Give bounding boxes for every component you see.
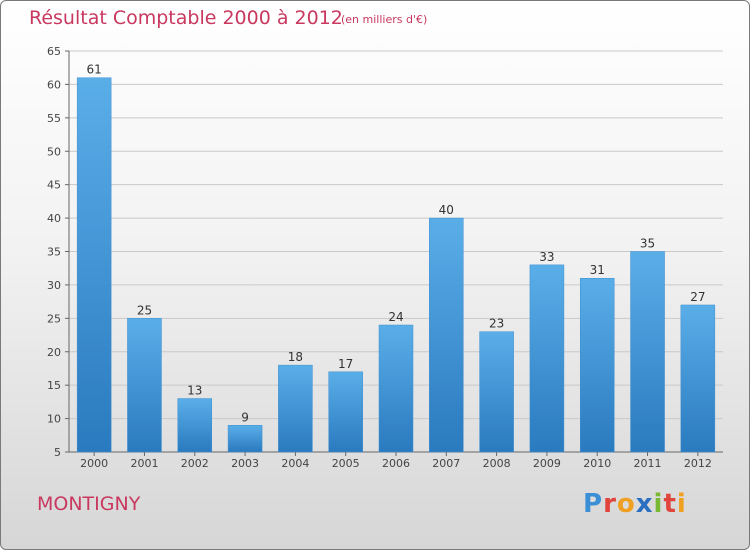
data-label: 61: [87, 63, 102, 77]
data-label: 18: [288, 350, 303, 364]
bar-2009: [529, 264, 565, 453]
y-tick-label: 50: [47, 145, 61, 158]
y-tick-label: 45: [47, 179, 61, 192]
bar-2003: [227, 425, 263, 453]
y-tick-label: 30: [47, 279, 61, 292]
y-tick-label: 25: [47, 312, 61, 325]
proxiti-logo[interactable]: Proxiti: [583, 489, 687, 519]
chart-title: Résultat Comptable 2000 à 2012: [29, 7, 343, 29]
x-tick-label: 2008: [483, 457, 511, 470]
x-tick-label: 2002: [181, 457, 209, 470]
y-tick-label: 60: [47, 78, 61, 91]
data-label: 17: [338, 357, 353, 371]
data-label: 27: [690, 290, 705, 304]
data-label: 13: [187, 384, 202, 398]
data-label: 33: [539, 250, 554, 264]
x-tick-label: 2000: [80, 457, 108, 470]
data-label: 23: [489, 317, 504, 331]
bar-2005: [328, 371, 363, 453]
data-label: 24: [388, 310, 403, 324]
bar-2007: [429, 217, 464, 453]
x-tick-label: 2007: [432, 457, 460, 470]
place-name: MONTIGNY: [37, 493, 141, 515]
data-label: 40: [439, 203, 454, 217]
bar-2000: [76, 77, 112, 453]
bar-2012: [680, 304, 716, 453]
y-tick-label: 10: [47, 413, 61, 426]
bar-2011: [630, 251, 665, 453]
bar-2008: [479, 331, 514, 453]
x-tick-label: 2012: [684, 457, 712, 470]
y-tick-label: 65: [47, 45, 61, 58]
x-tick-label: 2001: [130, 457, 158, 470]
bar-2006: [378, 324, 414, 453]
chart-subtitle: (en milliers d'€): [341, 13, 428, 26]
data-label: 31: [590, 263, 605, 277]
data-label: 25: [137, 303, 152, 317]
x-tick-label: 2004: [281, 457, 309, 470]
y-tick-label: 20: [47, 346, 61, 359]
labels: 5 10 15 20 25 30 35 40 45 50 55 60 65 61 2000 25 2001 13 2…: [47, 45, 712, 470]
x-tick-label: 2010: [583, 457, 611, 470]
y-tick-label: 55: [47, 112, 61, 125]
bar-2001: [127, 318, 162, 453]
x-tick-label: 2011: [634, 457, 662, 470]
x-tick-label: 2006: [382, 457, 410, 470]
x-tick-label: 2005: [332, 457, 360, 470]
y-tick-label: 15: [47, 379, 61, 392]
y-tick-label: 35: [47, 246, 61, 259]
bars: [76, 77, 716, 453]
x-tick-label: 2009: [533, 457, 561, 470]
x-tick-label: 2003: [231, 457, 259, 470]
bar-2002: [177, 398, 213, 453]
data-label: 35: [640, 237, 655, 251]
y-tick-label: 40: [47, 212, 61, 225]
y-tick-label: 5: [54, 446, 61, 459]
bar-2010: [579, 277, 615, 453]
bar-2004: [278, 364, 313, 453]
data-label: 9: [241, 410, 249, 424]
